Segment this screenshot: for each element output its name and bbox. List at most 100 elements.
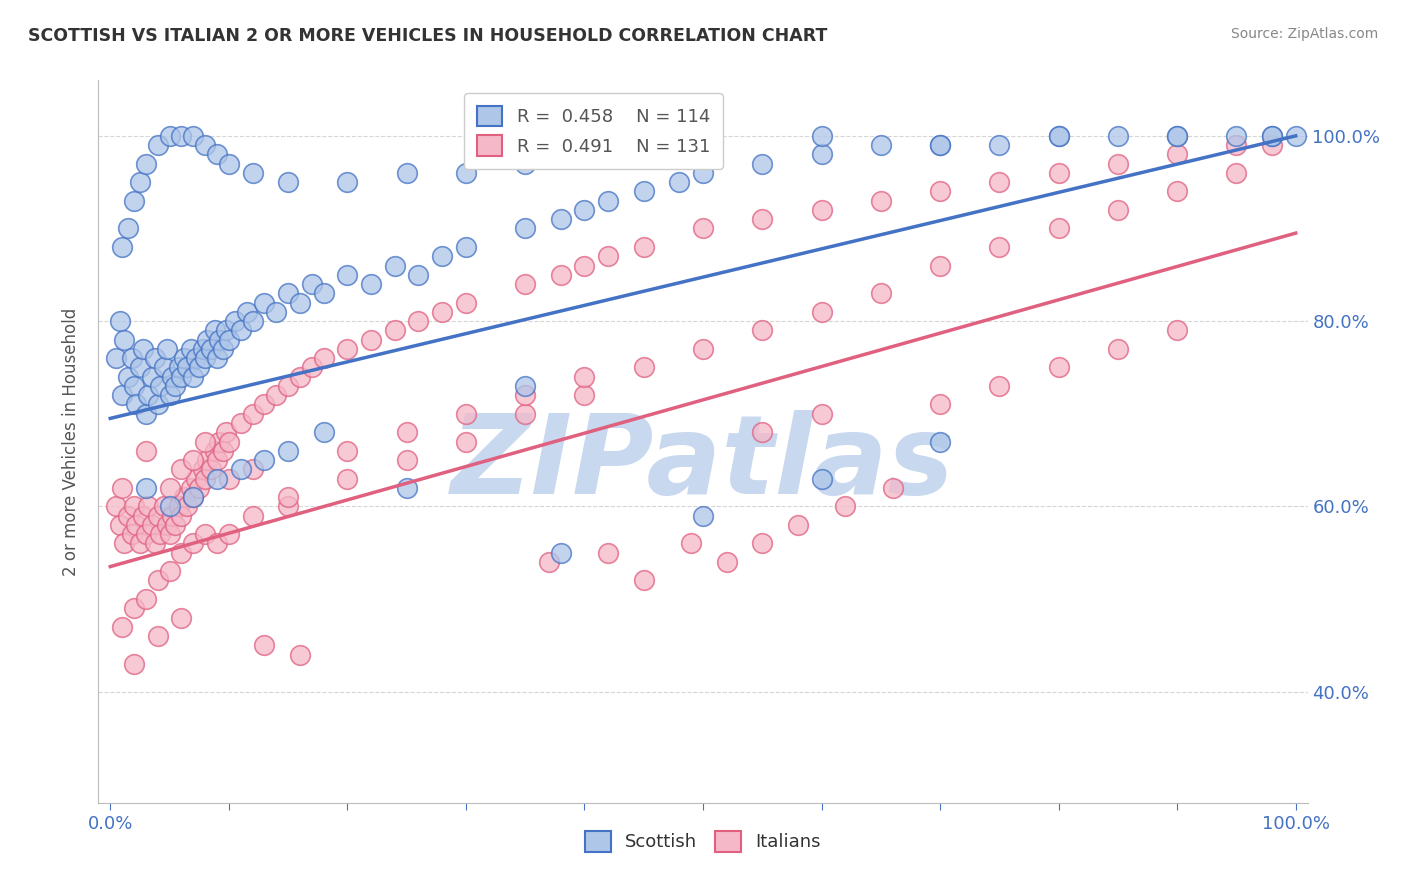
Point [242, 462, 264, 476]
Point [869, 194, 891, 208]
Point [129, 536, 152, 550]
Point [170, 546, 193, 560]
Point [132, 342, 155, 356]
Point [173, 490, 195, 504]
Point [159, 128, 181, 143]
Point [122, 194, 145, 208]
Point [454, 240, 477, 254]
Point [408, 268, 430, 282]
Point [1261, 138, 1284, 153]
Point [136, 388, 159, 402]
Point [395, 453, 418, 467]
Point [598, 546, 620, 560]
Point [159, 500, 181, 514]
Point [205, 147, 228, 161]
Point [336, 443, 359, 458]
Point [810, 305, 832, 319]
Point [212, 443, 235, 458]
Point [574, 202, 596, 217]
Point [454, 407, 477, 421]
Point [395, 166, 418, 180]
Point [181, 453, 204, 467]
Point [1047, 166, 1070, 180]
Point [1047, 221, 1070, 235]
Point [692, 508, 714, 523]
Point [882, 481, 904, 495]
Point [253, 295, 276, 310]
Point [108, 517, 131, 532]
Point [1107, 202, 1129, 217]
Point [786, 517, 808, 532]
Point [136, 500, 159, 514]
Point [810, 147, 832, 161]
Point [146, 138, 169, 153]
Point [122, 500, 145, 514]
Point [135, 156, 157, 170]
Point [988, 175, 1011, 189]
Point [336, 268, 359, 282]
Point [277, 175, 299, 189]
Point [141, 517, 163, 532]
Point [312, 425, 335, 440]
Point [194, 472, 217, 486]
Point [181, 369, 204, 384]
Point [395, 425, 418, 440]
Point [242, 314, 264, 328]
Point [235, 305, 257, 319]
Point [384, 323, 406, 337]
Point [454, 295, 477, 310]
Point [194, 434, 217, 449]
Point [229, 323, 252, 337]
Point [191, 342, 214, 356]
Point [515, 388, 537, 402]
Point [146, 574, 169, 588]
Point [253, 453, 276, 467]
Text: Source: ZipAtlas.com: Source: ZipAtlas.com [1230, 27, 1378, 41]
Point [360, 277, 382, 291]
Point [360, 333, 382, 347]
Point [301, 360, 323, 375]
Point [336, 472, 359, 486]
Point [122, 601, 145, 615]
Point [550, 268, 572, 282]
Point [574, 147, 596, 161]
Point [574, 388, 596, 402]
Point [167, 360, 190, 375]
Point [253, 638, 276, 652]
Point [170, 462, 193, 476]
Point [146, 397, 169, 411]
Point [188, 481, 211, 495]
Point [121, 527, 143, 541]
Point [384, 259, 406, 273]
Point [205, 472, 228, 486]
Point [111, 481, 134, 495]
Point [212, 342, 235, 356]
Point [574, 259, 596, 273]
Point [200, 462, 222, 476]
Point [751, 212, 773, 227]
Point [633, 185, 655, 199]
Point [208, 434, 231, 449]
Point [929, 397, 952, 411]
Point [194, 527, 217, 541]
Point [1166, 323, 1188, 337]
Point [869, 138, 891, 153]
Point [184, 351, 207, 366]
Point [146, 629, 169, 643]
Point [156, 517, 179, 532]
Point [218, 156, 240, 170]
Point [159, 481, 181, 495]
Point [165, 517, 187, 532]
Point [277, 490, 299, 504]
Point [194, 351, 217, 366]
Point [537, 555, 560, 569]
Point [242, 407, 264, 421]
Point [135, 481, 157, 495]
Point [181, 490, 204, 504]
Point [188, 360, 211, 375]
Point [692, 342, 714, 356]
Point [1261, 128, 1284, 143]
Point [633, 574, 655, 588]
Text: SCOTTISH VS ITALIAN 2 OR MORE VEHICLES IN HOUSEHOLD CORRELATION CHART: SCOTTISH VS ITALIAN 2 OR MORE VEHICLES I… [28, 27, 828, 45]
Point [1047, 360, 1070, 375]
